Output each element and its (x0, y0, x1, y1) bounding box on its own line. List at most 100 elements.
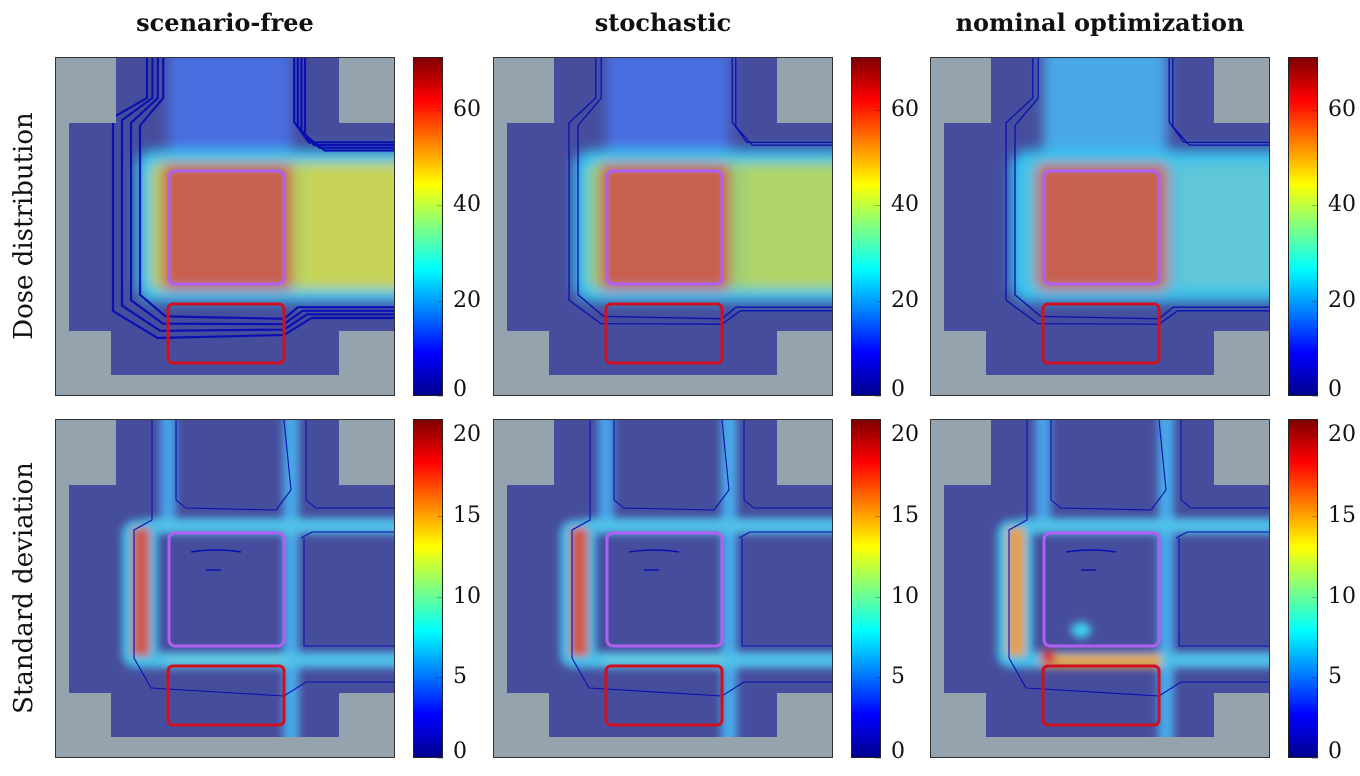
std-strip-left (570, 528, 588, 656)
colorbar-tick-label: 20 (1328, 287, 1356, 313)
row-label: Dose distribution (9, 112, 39, 340)
colorbar-tick-mark (1312, 758, 1318, 759)
colorbar-tick-label: 20 (1328, 422, 1356, 448)
colorbar (413, 419, 443, 758)
colorbar-tick-mark (437, 677, 443, 679)
colorbar-tick-mark (875, 396, 881, 397)
std-contour (1065, 549, 1117, 571)
std-band-horizontal (1021, 518, 1269, 534)
heatmap (931, 420, 1269, 757)
colorbar-tick-mark (875, 758, 881, 759)
colorbar-tick-label: 60 (453, 96, 481, 122)
colorbar-tick-label: 15 (891, 502, 919, 528)
std-band-horizontal (584, 518, 832, 534)
std-contour (190, 549, 242, 571)
std-heatmap-panel (930, 419, 1270, 758)
std-contour (1008, 420, 1269, 697)
isodose-contour (577, 58, 832, 320)
heatmap (56, 58, 394, 395)
dose-heatmap-panel (930, 57, 1270, 396)
dose-horizontal-far (744, 166, 832, 286)
isodose-contour (731, 58, 832, 144)
std-spot (1071, 622, 1091, 638)
std-strip-left (132, 528, 150, 656)
std-band-vertical (1035, 420, 1051, 520)
colorbar-tick-label: 60 (1328, 96, 1356, 122)
colorbar-tick-mark (875, 300, 881, 302)
colorbar-tick-label: 20 (891, 422, 919, 448)
colorbar-tick-label: 10 (453, 583, 481, 609)
target-outline (605, 169, 724, 286)
dose-beam-vertical (168, 58, 292, 168)
colorbar (1288, 419, 1318, 758)
target-outline (1042, 531, 1161, 648)
heatmap (494, 58, 832, 395)
colorbar-tick-label: 0 (891, 377, 905, 402)
std-contour (175, 420, 292, 511)
colorbar-tick-label: 60 (891, 96, 919, 122)
colorbar-tick-mark (437, 396, 443, 397)
colorbar-tick-label: 0 (1328, 377, 1342, 402)
isodose-contour (1168, 58, 1269, 144)
dose-beam-vertical (606, 58, 730, 168)
colorbar-tick-mark (1312, 205, 1318, 206)
isodose-contour (735, 58, 832, 146)
colorbar-tick-label: 20 (453, 287, 481, 313)
colorbar-tick-mark (1312, 109, 1318, 111)
dose-hot-region (600, 164, 730, 290)
isodose-contour (1014, 58, 1269, 320)
colorbar-tick-mark (875, 205, 881, 206)
std-contour (133, 420, 394, 697)
organ-at-risk-outline (604, 664, 724, 727)
std-contour (613, 420, 730, 511)
std-contour (1050, 420, 1167, 511)
target-outline (167, 169, 286, 286)
colorbar-tick-label: 15 (1328, 502, 1356, 528)
target-outline (1042, 169, 1161, 286)
colorbar-tick-mark (875, 596, 881, 598)
colorbar (851, 419, 881, 758)
std-contour (628, 549, 680, 571)
colorbar (851, 57, 881, 396)
colorbar (413, 57, 443, 396)
isodose-contour (303, 58, 394, 152)
colorbar-tick-mark (437, 758, 443, 759)
dose-hot-region (162, 164, 292, 290)
colorbar-tick-label: 20 (453, 422, 481, 448)
dose-hot-region (1037, 164, 1167, 290)
colorbar-tick-mark (437, 205, 443, 206)
colorbar-tick-label: 0 (891, 739, 905, 764)
dose-heatmap-panel (493, 57, 833, 396)
colorbar-tick-mark (1312, 300, 1318, 302)
colorbar-tick-mark (437, 515, 443, 517)
colorbar-tick-label: 20 (891, 287, 919, 313)
isodose-contour (1172, 58, 1269, 146)
std-corner-hot (1041, 650, 1055, 664)
isodose-contour (568, 58, 832, 325)
colorbar-tick-label: 5 (453, 664, 467, 690)
colorbar-tick-label: 40 (1328, 192, 1356, 217)
organ-at-risk-outline (166, 302, 286, 365)
column-title: nominal optimization (955, 8, 1245, 37)
colorbar-tick-label: 0 (453, 377, 467, 402)
colorbar-tick-label: 0 (1328, 739, 1342, 764)
std-contour (1175, 420, 1269, 647)
std-heatmap-panel (493, 419, 833, 758)
organ-at-risk-outline (166, 664, 286, 727)
colorbar-tick-mark (1312, 515, 1318, 517)
row-label: Standard deviation (9, 462, 39, 714)
colorbar-tick-label: 40 (891, 192, 919, 217)
std-band-vertical (160, 420, 176, 520)
organ-at-risk-outline (604, 302, 724, 365)
heatmap (494, 420, 832, 757)
dose-horizontal-far (306, 166, 394, 286)
colorbar-tick-mark (1312, 435, 1318, 437)
column-title: stochastic (594, 8, 732, 37)
colorbar-tick-mark (437, 596, 443, 598)
colorbar-tick-mark (875, 109, 881, 111)
isodose-contour (1005, 58, 1269, 325)
std-contour (738, 420, 832, 647)
std-band-vertical (598, 420, 614, 520)
heatmap (56, 420, 394, 757)
target-outline (167, 531, 286, 648)
